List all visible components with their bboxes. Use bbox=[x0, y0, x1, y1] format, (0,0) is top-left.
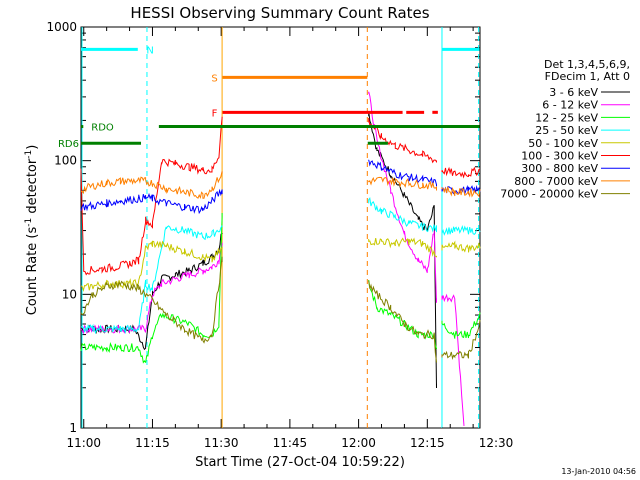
series-line bbox=[80, 237, 481, 292]
x-axis-label: Start Time (27-Oct-04 10:59:22) bbox=[195, 455, 405, 470]
legend-label: 300 - 800 keV bbox=[521, 162, 598, 175]
y-axis-label-sup: -1 bbox=[24, 218, 34, 227]
legend-header-line2: FDecim 1, Att 0 bbox=[545, 70, 630, 83]
flag-label: RDO bbox=[91, 123, 114, 134]
x-tick-label: 11:00 bbox=[66, 436, 101, 450]
series-line bbox=[80, 111, 446, 429]
y-axis-label: Count Rate (s-1 detector-1) bbox=[24, 145, 40, 316]
series-line bbox=[80, 256, 481, 363]
y-tick-label: 10 bbox=[62, 287, 77, 301]
y-axis-label-tail: detector bbox=[25, 158, 40, 218]
series-line bbox=[80, 116, 481, 276]
x-tick-label: 12:00 bbox=[341, 436, 376, 450]
y-axis-label-sup2: -1 bbox=[24, 150, 34, 159]
x-tick-label: 12:30 bbox=[479, 436, 514, 450]
y-axis-label-main: Count Rate (s bbox=[25, 227, 40, 316]
y-tick-label: 100 bbox=[54, 154, 77, 168]
legend: Det 1,3,4,5,6,9, FDecim 1, Att 0 3 - 6 k… bbox=[500, 58, 630, 201]
axis-ticks: 11:00 11:15 11:30 11:45 12:00 12:15 12:30 1 10 10… bbox=[46, 20, 513, 450]
y-tick-label: 1000 bbox=[46, 20, 77, 34]
x-tick-label: 12:15 bbox=[410, 436, 445, 450]
legend-label: 100 - 300 keV bbox=[521, 150, 598, 163]
legend-label: 12 - 25 keV bbox=[535, 111, 598, 124]
legend-label: 3 - 6 keV bbox=[549, 86, 598, 99]
legend-label: 25 - 50 keV bbox=[535, 124, 598, 137]
flag-label: F bbox=[212, 108, 218, 119]
x-tick-label: 11:45 bbox=[273, 436, 308, 450]
plot-frame bbox=[80, 26, 481, 429]
legend-label: 50 - 100 keV bbox=[528, 137, 598, 150]
flag-label: S bbox=[211, 73, 217, 84]
marker-label-n: N bbox=[146, 45, 153, 56]
legend-label: 7000 - 20000 keV bbox=[500, 188, 598, 201]
flag-bars: S F RDO RD6 N bbox=[58, 45, 480, 150]
y-axis-label-end: ) bbox=[25, 145, 40, 150]
flag-label: RD6 bbox=[58, 139, 79, 150]
series-line bbox=[80, 159, 481, 215]
x-tick-label: 11:15 bbox=[135, 436, 170, 450]
series-line bbox=[80, 197, 481, 335]
data-series bbox=[80, 91, 481, 429]
footer-timestamp: 13-Jan-2010 04:56 bbox=[561, 467, 636, 476]
series-line bbox=[80, 213, 481, 364]
legend-header-line1: Det 1,3,4,5,6,9, bbox=[544, 58, 630, 71]
chart-title: HESSI Observing Summary Count Rates bbox=[130, 4, 429, 22]
x-tick-label: 11:30 bbox=[204, 436, 239, 450]
series-line bbox=[80, 171, 481, 199]
legend-label: 800 - 7000 keV bbox=[514, 175, 598, 188]
legend-label: 6 - 12 keV bbox=[542, 99, 598, 112]
y-tick-label: 1 bbox=[69, 421, 77, 435]
